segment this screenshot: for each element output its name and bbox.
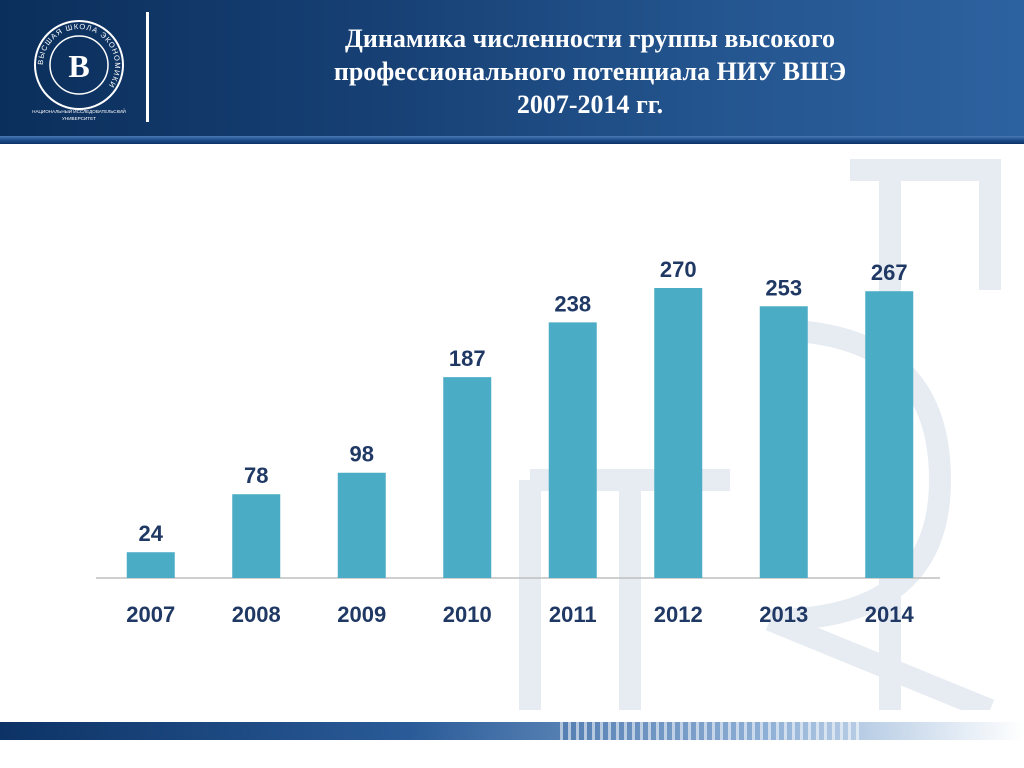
bar-2007 [126, 552, 175, 578]
header-bar [0, 0, 1024, 136]
footer-stripes [560, 722, 860, 740]
footer-bar [0, 722, 1024, 740]
x-tick-label-2008: 2008 [232, 602, 281, 627]
logo-caption-line2: УНИВЕРСИТЕТ [62, 116, 96, 121]
x-tick-label-2007: 2007 [126, 602, 175, 627]
data-label-2013: 253 [765, 275, 802, 300]
bar-2010 [443, 377, 492, 578]
title-line-2: профессионального потенциала НИУ ВШЭ [333, 57, 847, 86]
title-line-1: Динамика численности группы высокого [344, 24, 836, 53]
x-tick-label-2010: 2010 [443, 602, 492, 627]
data-label-2008: 78 [244, 463, 268, 488]
data-label-2009: 98 [350, 442, 374, 467]
data-label-2014: 267 [871, 260, 908, 285]
data-label-2011: 238 [554, 291, 591, 316]
bar-2014 [865, 291, 914, 578]
x-tick-label-2012: 2012 [654, 602, 703, 627]
data-label-2007: 24 [139, 521, 164, 546]
data-label-2012: 270 [660, 257, 697, 282]
x-tick-label-2013: 2013 [759, 602, 808, 627]
title-line-3: 2007-2014 гг. [516, 90, 664, 119]
bar-2012 [654, 288, 703, 578]
bar-2009 [337, 472, 386, 578]
logo-divider [146, 12, 149, 122]
logo-caption-line1: НАЦИОНАЛЬНЫЙ ИССЛЕДОВАТЕЛЬСКИЙ [32, 107, 126, 114]
hse-logo: ВЫСШАЯ ШКОЛА ЭКОНОМИКИ В НАЦИОНАЛЬНЫЙ ИС… [32, 20, 126, 121]
bar-2008 [232, 494, 281, 578]
bar-2013 [759, 306, 808, 578]
data-label-2010: 187 [449, 346, 486, 371]
bar-2011 [548, 322, 597, 578]
x-tick-label-2011: 2011 [549, 602, 597, 627]
x-tick-label-2014: 2014 [865, 602, 915, 627]
slide-title: Динамика численности группы высокого про… [190, 22, 990, 121]
logo-monogram: В [68, 48, 89, 84]
x-tick-label-2009: 2009 [337, 602, 386, 627]
header-underline [0, 136, 1024, 144]
